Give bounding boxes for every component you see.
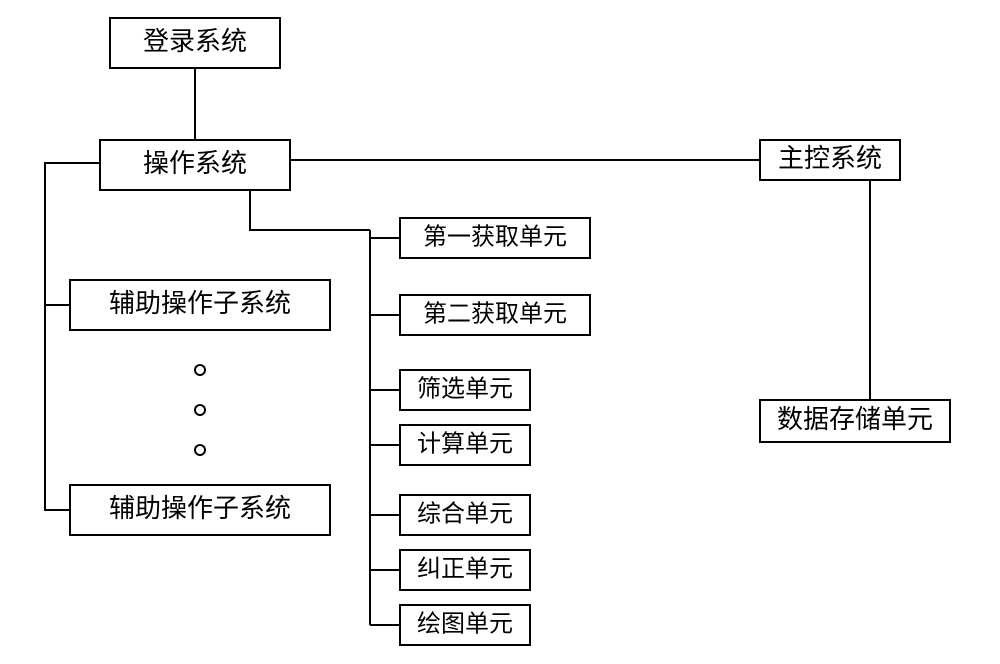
node-draw: 绘图单元 bbox=[400, 605, 530, 645]
ellipsis-dots bbox=[195, 365, 205, 455]
node-label: 辅助操作子系统 bbox=[109, 289, 291, 318]
node-label: 操作系统 bbox=[143, 149, 247, 178]
system-diagram: 登录系统操作系统 主控系统辅助操作子系统辅助操作子系统 第一获取单元第二获取单元筛选… bbox=[0, 0, 1000, 664]
node-label: 计算单元 bbox=[417, 431, 513, 458]
node-label: 第二获取单元 bbox=[423, 301, 567, 328]
node-acq2: 第二获取单元 bbox=[400, 295, 590, 335]
node-label: 纠正单元 bbox=[417, 556, 513, 583]
node-login: 登录系统 bbox=[110, 18, 280, 68]
node-aux2: 辅助操作子系统 bbox=[70, 485, 330, 535]
node-label: 数据存储单元 bbox=[777, 405, 933, 434]
node-label: 主控系统 bbox=[778, 144, 882, 173]
node-combine: 综合单元 bbox=[400, 495, 530, 535]
node-acq1: 第一获取单元 bbox=[400, 218, 590, 258]
ellipsis-dot bbox=[195, 365, 205, 375]
node-label: 辅助操作子系统 bbox=[109, 494, 291, 523]
nodes-layer: 登录系统操作系统 主控系统辅助操作子系统辅助操作子系统 第一获取单元第二获取单元筛选… bbox=[70, 18, 950, 645]
node-filter: 筛选单元 bbox=[400, 370, 530, 410]
node-storage: 数据存储单元 bbox=[760, 400, 950, 442]
ellipsis-dot bbox=[195, 405, 205, 415]
node-main_ctrl: 主控系统 bbox=[760, 140, 900, 180]
node-correct: 纠正单元 bbox=[400, 550, 530, 590]
node-aux1: 辅助操作子系统 bbox=[70, 280, 330, 330]
node-label: 第一获取单元 bbox=[423, 224, 567, 251]
ellipsis-dot bbox=[195, 445, 205, 455]
node-label: 绘图单元 bbox=[417, 611, 513, 638]
edge bbox=[250, 190, 370, 230]
node-label: 登录系统 bbox=[143, 27, 247, 56]
node-calc: 计算单元 bbox=[400, 425, 530, 465]
node-os: 操作系统 bbox=[100, 140, 290, 190]
node-label: 综合单元 bbox=[417, 501, 513, 528]
edge bbox=[45, 163, 100, 510]
node-label: 筛选单元 bbox=[417, 376, 513, 403]
